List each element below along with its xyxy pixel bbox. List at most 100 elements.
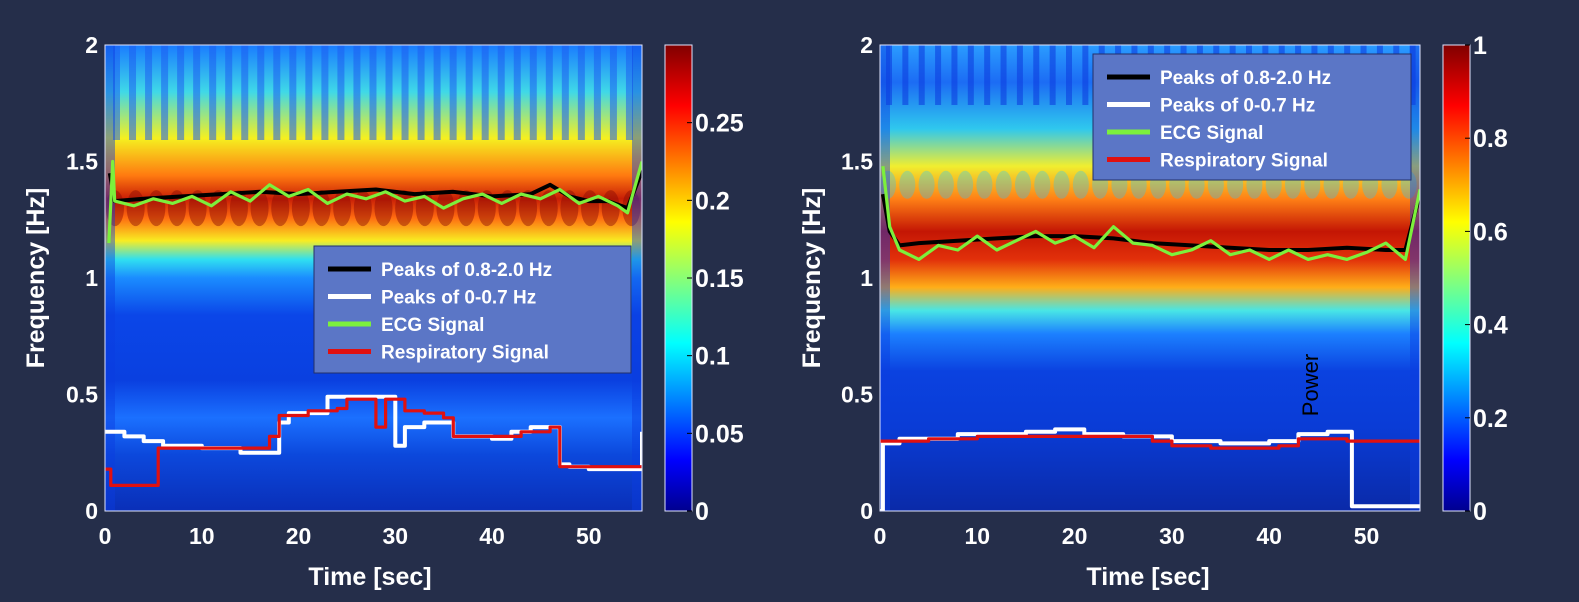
texture-blob bbox=[271, 190, 290, 227]
edge-fade-right bbox=[632, 45, 642, 511]
texture-blob bbox=[519, 190, 538, 227]
texture-stripe bbox=[641, 45, 642, 140]
colorbar-tick-label: 0 bbox=[695, 498, 709, 526]
right-colorbar-tick-labels: 0 0.2 0.4 0.6 0.8 1 bbox=[1465, 32, 1508, 526]
texture-stripe bbox=[1426, 45, 1432, 105]
texture-blob bbox=[147, 190, 166, 227]
colorbar-gradient bbox=[1442, 44, 1471, 512]
texture-blob bbox=[937, 170, 954, 199]
texture-stripe bbox=[449, 45, 457, 140]
right-y-axis-label: Frequency [Hz] bbox=[798, 188, 826, 369]
x-tick-label: 0 bbox=[874, 523, 887, 549]
series-line-respiratory-signal bbox=[105, 397, 642, 487]
colorbar-tick-label: 0.05 bbox=[695, 420, 744, 448]
texture-stripe bbox=[577, 45, 585, 140]
texture-stripe bbox=[161, 45, 169, 140]
plot-frame bbox=[879, 44, 1421, 512]
colorbar-tick-label: 0.2 bbox=[1473, 405, 1508, 433]
legend-label: Respiratory Signal bbox=[1160, 151, 1328, 172]
texture-stripe bbox=[145, 45, 153, 140]
texture-stripe bbox=[1049, 45, 1056, 105]
series-line-peaks-of-0-8-2-0-hz bbox=[880, 193, 1420, 252]
colorbar-tick-label: 0.15 bbox=[695, 265, 744, 293]
texture-stripe bbox=[935, 45, 942, 105]
texture-blob bbox=[601, 190, 620, 227]
legend-label: Peaks of 0.8-2.0 Hz bbox=[381, 260, 552, 281]
texture-blob bbox=[539, 190, 558, 227]
colorbar-tick-label: 0.8 bbox=[1473, 125, 1508, 153]
texture-blob bbox=[976, 170, 993, 199]
texture-blob bbox=[995, 170, 1012, 199]
texture-stripe bbox=[918, 45, 925, 105]
x-tick-label: 10 bbox=[965, 523, 991, 549]
colorbar-tick-label: 0.6 bbox=[1473, 218, 1508, 246]
x-tick-label: 30 bbox=[382, 523, 408, 549]
x-tick-label: 20 bbox=[286, 523, 312, 549]
legend-label: Peaks of 0.8-2.0 Hz bbox=[1160, 68, 1331, 89]
texture-blob bbox=[899, 170, 916, 199]
legend-label: Peaks of 0-0.7 Hz bbox=[1160, 96, 1315, 117]
texture-stripe bbox=[1033, 45, 1040, 105]
x-tick-label: 0 bbox=[99, 523, 112, 549]
colorbar-tick-label: 0.2 bbox=[695, 187, 730, 215]
x-tick-label: 20 bbox=[1062, 523, 1088, 549]
texture-stripe bbox=[902, 45, 909, 105]
x-tick-label: 50 bbox=[1354, 523, 1380, 549]
texture-stripe bbox=[369, 45, 377, 140]
y-tick-label: 0 bbox=[85, 498, 98, 524]
right-panel: 0 10 20 30 40 50 00.511.52 Time [sec] Frequen… bbox=[798, 32, 1508, 591]
texture-stripe bbox=[209, 45, 217, 140]
y-tick-label: 0.5 bbox=[66, 382, 98, 408]
series-line-respiratory-signal bbox=[880, 434, 1420, 450]
texture-blob bbox=[1053, 170, 1070, 199]
left-series-lines bbox=[105, 159, 642, 487]
texture-blob bbox=[312, 190, 331, 227]
edge-fade-left bbox=[105, 45, 115, 511]
right-power-annotation: Power bbox=[1298, 354, 1323, 416]
x-tick-label: 10 bbox=[189, 523, 215, 549]
texture-blob bbox=[918, 170, 935, 199]
x-tick-label: 50 bbox=[576, 523, 602, 549]
texture-stripe bbox=[1016, 45, 1023, 105]
y-tick-label: 1 bbox=[85, 265, 98, 291]
y-tick-label: 2 bbox=[860, 32, 873, 58]
texture-stripe bbox=[353, 45, 361, 140]
texture-stripe bbox=[625, 45, 633, 140]
texture-stripe bbox=[305, 45, 313, 140]
spectrogram-texture bbox=[106, 45, 642, 227]
series-line-ecg-signal bbox=[107, 159, 642, 244]
legend-label: ECG Signal bbox=[381, 315, 484, 336]
texture-stripe bbox=[241, 45, 249, 140]
texture-blob bbox=[1034, 170, 1051, 199]
texture-stripe bbox=[529, 45, 537, 140]
colorbar-tick-label: 0.25 bbox=[695, 110, 744, 138]
left-legend: Peaks of 0.8-2.0 Hz Peaks of 0-0.7 Hz ECG … bbox=[313, 245, 632, 374]
right-y-tick-labels: 0 0.5 1 1.5 2 bbox=[841, 32, 873, 524]
right-legend: Peaks of 0.8-2.0 Hz Peaks of 0-0.7 Hz ECG … bbox=[1092, 53, 1412, 181]
x-tick-label: 40 bbox=[479, 523, 505, 549]
texture-stripe bbox=[385, 45, 393, 140]
left-colorbar-tick-labels: 0 0.05 0.1 0.15 0.2 0.25 bbox=[687, 110, 744, 526]
x-tick-label: 30 bbox=[1159, 523, 1185, 549]
texture-stripe bbox=[967, 45, 974, 105]
texture-stripe bbox=[113, 45, 120, 140]
texture-stripe bbox=[886, 45, 892, 105]
texture-stripe bbox=[1000, 45, 1007, 105]
texture-stripe bbox=[129, 45, 137, 140]
texture-blob bbox=[957, 170, 974, 199]
plot-frame bbox=[104, 44, 643, 512]
y-tick-label: 2 bbox=[85, 32, 98, 58]
series-line-ecg-signal bbox=[881, 166, 1420, 261]
left-y-axis-label: Frequency [Hz] bbox=[22, 188, 50, 369]
legend-label: ECG Signal bbox=[1160, 123, 1263, 144]
y-tick-label: 0.5 bbox=[841, 382, 873, 408]
y-tick-label: 1 bbox=[860, 265, 873, 291]
texture-stripe bbox=[497, 45, 505, 140]
texture-stripe bbox=[984, 45, 991, 105]
texture-blob bbox=[622, 190, 641, 227]
texture-stripe bbox=[545, 45, 553, 140]
edge-fade-right bbox=[1410, 45, 1420, 511]
left-y-tick-labels: 0 0.5 1 1.5 2 bbox=[66, 32, 98, 524]
left-x-axis-label: Time [sec] bbox=[308, 563, 431, 591]
